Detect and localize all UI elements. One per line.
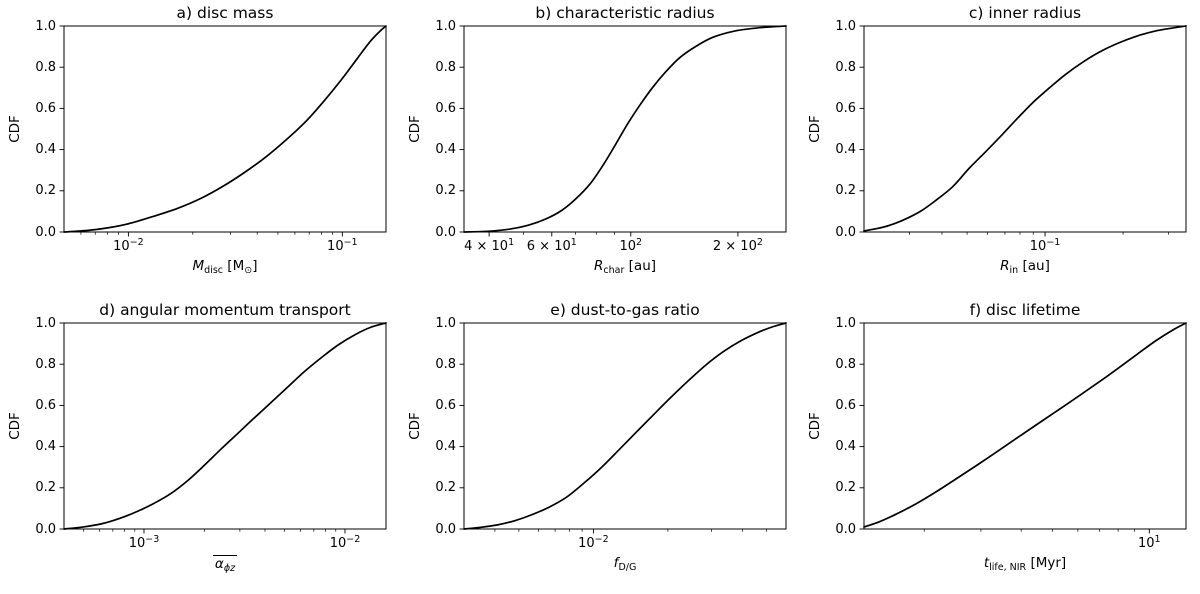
y-axis-label: CDF xyxy=(807,412,823,440)
x-tick-label: 101 xyxy=(1138,534,1161,551)
y-tick-label: 0.0 xyxy=(435,224,456,240)
y-tick-label: 0.8 xyxy=(835,356,856,372)
y-tick-label: 0.8 xyxy=(435,59,456,75)
y-axis-label: CDF xyxy=(7,115,23,143)
y-tick-label: 0.6 xyxy=(35,100,56,116)
x-tick-label: 10−2 xyxy=(329,534,361,551)
y-axis-label: CDF xyxy=(807,115,823,143)
x-tick-label: 6 × 101 xyxy=(526,237,577,254)
y-tick-label: 0.8 xyxy=(35,356,56,372)
y-tick-label: 0.4 xyxy=(435,439,456,455)
panel-disc-lifetime: f) disc lifetime CDF tlife, NIR [Myr] 0.… xyxy=(800,297,1200,594)
panel-title: f) disc lifetime xyxy=(969,301,1081,319)
y-tick-label: 0.6 xyxy=(35,397,56,413)
x-axis-label: Mdisc [M⊙] xyxy=(192,258,258,276)
y-tick-label: 0.8 xyxy=(435,356,456,372)
x-tick-label: 102 xyxy=(619,237,643,254)
plot-disc-mass xyxy=(59,25,387,237)
y-tick-label: 0.2 xyxy=(435,480,456,496)
axes-box xyxy=(63,322,387,530)
y-tick-label: 1.0 xyxy=(835,315,856,331)
plot-inner-radius xyxy=(859,25,1187,237)
y-tick-label: 0.8 xyxy=(35,59,56,75)
x-axis-label: Rchar [au] xyxy=(593,258,657,276)
y-tick-label: 0.2 xyxy=(35,183,56,199)
x-axis-label: tlife, NIR [Myr] xyxy=(983,555,1067,573)
y-tick-label: 1.0 xyxy=(35,18,56,34)
panel-dust-to-gas-ratio: e) dust-to-gas ratio CDF fD/G 0.0 0.2 0.4 0… xyxy=(400,297,800,594)
x-axis-label: αϕz xyxy=(212,555,238,574)
tick-marks xyxy=(859,25,1170,237)
y-axis-label: CDF xyxy=(7,412,23,440)
x-axis-label: fD/G xyxy=(613,555,637,573)
axes-box xyxy=(863,25,1187,233)
plot-disc-lifetime xyxy=(859,322,1187,534)
x-tick-label: 10−3 xyxy=(128,534,160,551)
cdf-curve xyxy=(63,322,387,530)
y-tick-label: 1.0 xyxy=(835,18,856,34)
panel-title: e) dust-to-gas ratio xyxy=(550,301,700,319)
y-tick-label: 0.0 xyxy=(835,224,856,240)
y-tick-label: 0.4 xyxy=(35,142,56,158)
plot-dust-to-gas-ratio xyxy=(459,322,787,534)
y-tick-label: 0.4 xyxy=(35,439,56,455)
y-axis-label: CDF xyxy=(407,412,423,440)
cdf-curve xyxy=(463,322,787,530)
y-tick-label: 0.4 xyxy=(835,142,856,158)
y-tick-label: 0.0 xyxy=(35,224,56,240)
panel-title: b) characteristic radius xyxy=(535,4,715,22)
y-tick-label: 0.2 xyxy=(835,480,856,496)
tick-marks xyxy=(59,25,343,237)
y-tick-label: 0.0 xyxy=(35,521,56,537)
y-tick-label: 0.8 xyxy=(835,59,856,75)
y-tick-label: 0.2 xyxy=(435,183,456,199)
y-tick-label: 1.0 xyxy=(435,315,456,331)
y-tick-label: 0.6 xyxy=(835,397,856,413)
y-tick-label: 1.0 xyxy=(435,18,456,34)
tick-marks xyxy=(859,322,1150,534)
x-tick-label: 10−1 xyxy=(327,237,358,254)
cdf-curve xyxy=(863,322,1187,528)
panel-disc-mass: a) disc mass CDF Mdisc [M⊙] 0.0 0.2 0.4 0.6… xyxy=(0,0,400,297)
x-tick-label: 10−2 xyxy=(578,534,609,551)
x-axis-label: Rin [au] xyxy=(1000,258,1050,276)
y-tick-label: 0.2 xyxy=(35,480,56,496)
panel-title: a) disc mass xyxy=(176,4,274,22)
y-tick-label: 0.2 xyxy=(835,183,856,199)
y-axis-label: CDF xyxy=(407,115,423,143)
y-tick-label: 0.6 xyxy=(835,100,856,116)
cdf-curve xyxy=(463,25,787,233)
panel-title: d) angular momentum transport xyxy=(99,301,351,319)
y-tick-label: 0.4 xyxy=(835,439,856,455)
x-tick-label: 10−2 xyxy=(113,237,144,254)
panel-inner-radius: c) inner radius CDF Rin [au] 0.0 0.2 0.4 0.… xyxy=(800,0,1200,297)
y-tick-label: 0.6 xyxy=(435,397,456,413)
axes-box xyxy=(463,25,787,233)
y-tick-label: 0.6 xyxy=(435,100,456,116)
cdf-curve xyxy=(863,25,1187,232)
plot-characteristic-radius xyxy=(459,25,787,237)
tick-marks xyxy=(459,25,739,237)
y-tick-label: 0.0 xyxy=(835,521,856,537)
axes-box xyxy=(463,322,787,530)
y-tick-label: 1.0 xyxy=(35,315,56,331)
panel-characteristic-radius: b) characteristic radius CDF Rchar [au] … xyxy=(400,0,800,297)
x-tick-label: 2 × 102 xyxy=(712,237,763,254)
cdf-curve xyxy=(63,25,387,233)
y-tick-label: 0.0 xyxy=(435,521,456,537)
plot-angular-momentum-transport xyxy=(59,322,387,534)
y-tick-label: 0.4 xyxy=(435,142,456,158)
panel-angular-momentum-transport: d) angular momentum transport CDF αϕz 0.… xyxy=(0,297,400,594)
x-tick-label: 4 × 101 xyxy=(464,237,515,254)
x-tick-label: 10−1 xyxy=(1029,237,1061,254)
panel-title: c) inner radius xyxy=(968,4,1082,22)
tick-marks xyxy=(59,322,346,534)
axes-box xyxy=(863,322,1187,530)
axes-box xyxy=(63,25,387,233)
